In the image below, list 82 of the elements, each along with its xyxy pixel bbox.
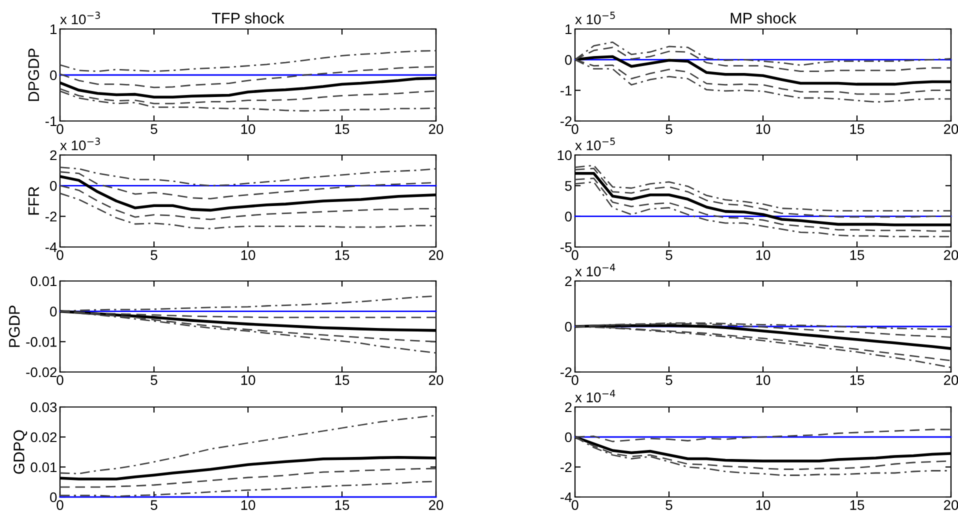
x-tick-label: 15	[335, 250, 350, 260]
y-tick-label: 1	[566, 24, 572, 34]
x-tick-label: 20	[428, 250, 444, 260]
y-tick-label: -2	[45, 212, 57, 222]
x-tick-label: 20	[944, 124, 958, 134]
x-tick-label: 10	[756, 375, 770, 385]
y-tick-label: -1	[560, 86, 572, 96]
x-tick-label: 15	[335, 375, 350, 385]
y-tick-label: -2	[560, 116, 572, 126]
x-tick-label: 10	[241, 250, 256, 260]
x-tick-label: 10	[241, 124, 256, 134]
y-tick-label: 0	[50, 70, 57, 80]
y-tick-label: 0.01	[30, 462, 57, 472]
y-tick-label: -4	[45, 242, 57, 252]
x-tick-label: 0	[56, 375, 64, 385]
x-tick-label: 15	[335, 124, 350, 134]
y-tick-label: 5	[565, 181, 572, 191]
y-tick-label: -5	[560, 242, 572, 252]
y-tick-label: -0.01	[26, 337, 57, 347]
x-tick-label: 0	[572, 124, 578, 134]
text: x 10$^{−4}$	[575, 390, 616, 402]
x-tick-label: 20	[944, 500, 958, 510]
x-tick-label: 5	[666, 250, 672, 260]
text: x 10$^{−5}$	[575, 12, 615, 24]
x-tick-label: 0	[572, 375, 578, 385]
y-tick-label: -4	[560, 492, 572, 502]
y-axis-title: DPGDP	[28, 48, 40, 101]
y-tick-label: -2	[560, 367, 572, 378]
x-tick-label: 5	[150, 250, 158, 260]
y-tick-label: 0	[565, 212, 572, 222]
text: x 10$^{−5}$	[575, 138, 615, 150]
x-tick-label: 5	[666, 375, 672, 385]
y-tick-label: 10	[558, 150, 572, 160]
y-tick-label: 0	[50, 181, 57, 191]
y-tick-label: 0	[565, 55, 572, 65]
x-tick-label: 5	[150, 500, 158, 510]
y-tick-label: -2	[560, 462, 572, 472]
y-tick-label: 0	[565, 322, 572, 332]
x-tick-label: 15	[850, 500, 864, 510]
x-tick-label: 15	[850, 375, 864, 385]
y-tick-label: 2	[565, 276, 572, 286]
y-tick-label: 0	[565, 432, 572, 442]
x-tick-label: 15	[335, 500, 350, 510]
x-tick-label: 20	[944, 375, 958, 385]
x-tick-label: 0	[56, 250, 64, 260]
x-tick-label: 0	[56, 124, 64, 134]
y-tick-label: 0	[50, 306, 57, 317]
y-axis-title: PGDP	[8, 306, 20, 347]
x-tick-label: 10	[756, 500, 770, 510]
x-tick-label: 20	[428, 375, 444, 385]
text: x 10$^{−4}$	[575, 264, 616, 276]
x-tick-label: 10	[241, 375, 256, 385]
x-tick-label: 5	[150, 124, 158, 134]
x-tick-label: 0	[572, 500, 578, 510]
x-tick-label: 20	[428, 500, 444, 510]
text: x 10$^{−3}$	[60, 12, 100, 24]
y-tick-label: 0.03	[30, 402, 57, 412]
chart-title: MP shock	[730, 12, 796, 24]
x-tick-label: 5	[666, 124, 672, 134]
x-tick-label: 15	[850, 124, 864, 134]
x-tick-label: 15	[850, 250, 864, 260]
x-tick-label: 10	[756, 250, 770, 260]
text: x 10$^{−3}$	[60, 138, 100, 150]
x-tick-label: 5	[150, 375, 158, 385]
x-tick-label: 20	[944, 250, 958, 260]
y-tick-label: 0.02	[30, 432, 57, 442]
x-tick-label: 0	[572, 250, 578, 260]
x-tick-label: 20	[428, 124, 444, 134]
x-tick-label: 0	[56, 500, 64, 510]
y-tick-label: 2	[50, 150, 57, 160]
x-tick-label: 10	[241, 500, 256, 510]
y-axis-title: GDPQ	[14, 430, 28, 474]
y-tick-label: 0	[50, 492, 57, 502]
y-tick-label: 2	[565, 402, 572, 412]
y-tick-label: 1	[50, 24, 57, 34]
chart-title: TFP shock	[212, 12, 284, 24]
y-tick-label: -1	[45, 116, 57, 126]
x-tick-label: 10	[756, 124, 770, 134]
y-axis-title: FFR	[28, 186, 39, 215]
y-tick-label: 0.01	[30, 276, 57, 286]
y-tick-label: -0.02	[26, 367, 57, 378]
x-tick-label: 5	[666, 500, 672, 510]
